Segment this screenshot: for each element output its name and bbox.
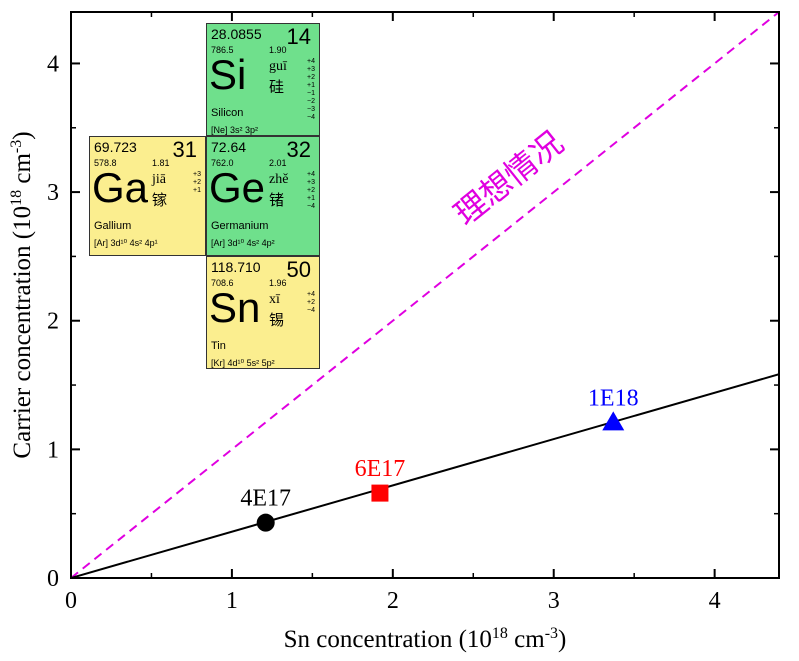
x-tick-label: 4 [709,588,721,614]
x-tick-label: 1 [226,588,238,614]
electronegativity: 1.90 [269,45,287,55]
electronegativity: 2.01 [269,158,287,168]
y-axis-title: Carrier concentration (1018 cm-3) [8,131,36,458]
oxidation-states: +4 +3 +2 +1 −1 −2 −3 −4 [307,58,315,121]
x-axis-title: Sn concentration (1018 cm-3) [284,625,567,653]
atomic-mass: 118.710 [211,259,261,275]
element-name: Silicon [211,107,244,119]
element-name: Germanium [211,220,269,232]
electron-config: [Ar] 3d¹⁰ 4s² 4p¹ [94,238,158,248]
electronegativity: 1.81 [152,158,170,168]
point-marker-circle [256,513,275,532]
atomic-number: 32 [286,137,311,162]
electron-config: [Kr] 4d¹⁰ 5s² 5p² [211,358,275,368]
point-label: 4E17 [240,486,291,512]
element-symbol: Sn [209,284,261,331]
ideal-line [71,12,779,578]
element-tile-si: 28.0855 14 786.5 1.90 Si guī 硅 +4 +3 +2 +1−… [206,23,320,136]
atomic-mass: 28.0855 [211,26,262,42]
melting-point: 708.6 [211,278,234,288]
oxidation-states: +4 +2 −4 [307,291,315,314]
x-tick-label: 0 [65,588,77,614]
element-pinyin: zhě [269,172,289,187]
melting-point: 786.5 [211,45,234,55]
point-label: 1E18 [588,385,639,411]
element-hanzi: 锗 [269,191,285,209]
y-tick-label: 2 [47,309,59,335]
element-hanzi: 镓 [152,191,168,209]
atomic-number: 31 [172,137,197,162]
y-tick-label: 4 [47,51,59,77]
y-tick-label: 1 [47,437,59,463]
element-symbol: Ge [209,164,266,211]
point-marker-square [371,484,389,502]
element-name: Gallium [94,220,132,232]
element-tile-sn: 118.710 50 708.6 1.96 Sn xī 锡 +4 +2 −4 Tin… [206,256,320,369]
element-pinyin: xī [269,292,280,307]
element-symbol: Ga [92,164,149,211]
element-pinyin: guī [269,59,287,74]
plot-frame [70,11,780,579]
fit-line [71,373,779,578]
element-hanzi: 锡 [269,311,285,329]
atomic-number: 14 [286,24,311,49]
element-tile-ge: 72.64 32 762.0 2.01 Ge zhě 锗 +4 +3 +2 +1 −4 … [206,136,320,256]
electron-config: [Ne] 3s² 3p² [211,125,259,135]
point-label: 6E17 [355,456,406,482]
point-marker-triangle [602,411,625,431]
melting-point: 762.0 [211,158,234,168]
melting-point: 578.8 [94,158,117,168]
y-tick-label: 0 [47,566,59,592]
element-tile-ga: 69.723 31 578.8 1.81 Ga jiā 镓 +3 +2 +1 Gal… [89,136,206,256]
ideal-line-label: 理想情况 [447,124,571,234]
element-hanzi: 硅 [269,78,285,96]
oxidation-states: +4 +3 +2 +1 −4 [307,171,315,210]
data-points: 4E17 6E17 1E18 [240,385,639,532]
y-tick-label: 3 [47,180,59,206]
element-pinyin: jiā [152,172,166,187]
element-name: Tin [211,340,226,352]
electronegativity: 1.96 [269,278,287,288]
atomic-number: 50 [286,257,311,282]
atomic-mass: 69.723 [94,139,137,155]
atomic-mass: 72.64 [211,139,247,155]
x-tick-label: 2 [387,588,399,614]
x-tick-labels: 0 1 2 3 4 [65,588,721,614]
y-tick-labels: 0 1 2 3 4 [47,51,59,592]
x-tick-label: 3 [548,588,560,614]
oxidation-states: +3 +2 +1 [193,171,201,194]
element-symbol: Si [209,51,247,98]
electron-config: [Ar] 3d¹⁰ 4s² 4p² [211,238,275,248]
